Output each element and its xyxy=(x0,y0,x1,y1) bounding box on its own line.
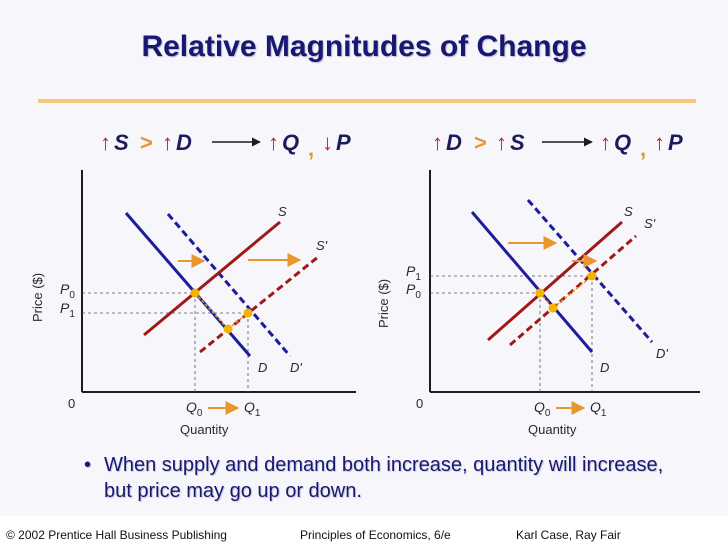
bullet-symbol: • xyxy=(84,454,92,476)
right-y-axis-label: Price ($) xyxy=(376,279,391,328)
left-up-arrow-3: ↑ xyxy=(268,130,279,155)
left-header-gt: > xyxy=(140,130,153,155)
left-equilibrium-path xyxy=(194,292,229,330)
right-demand-label: D xyxy=(600,360,609,375)
right-header-comma: , xyxy=(640,136,646,161)
right-supply-curve xyxy=(487,220,623,342)
slide-title: Relative Magnitudes of Change xyxy=(141,30,587,63)
left-up-arrow-1: ↑ xyxy=(100,130,111,155)
left-demand-shifted-curve xyxy=(166,213,292,357)
left-header-var-1: S xyxy=(114,130,129,155)
left-quantity-label-2: Q1 xyxy=(244,399,261,419)
left-initial-equilibrium-point xyxy=(190,288,200,298)
right-demand-shifted-curve xyxy=(526,199,654,343)
right-header-var-4: P xyxy=(668,130,683,155)
title-underline xyxy=(38,99,696,103)
right-header-formula: ↑ D > ↑ S ↑ Q , ↑ P xyxy=(432,130,683,161)
footer-book-title: Principles of Economics, 6/e xyxy=(300,528,451,542)
left-price-label-lower: P1 xyxy=(60,300,75,320)
right-equilibrium-path-2 xyxy=(552,275,593,309)
left-demand-label: D xyxy=(258,360,267,375)
left-price-label-upper: P0 xyxy=(60,281,75,301)
bullet-text: When supply and demand both increase, qu… xyxy=(104,454,664,502)
left-header-var-4: P xyxy=(336,130,351,155)
right-panel: ↑ D > ↑ S ↑ Q , ↑ P Price ($) 0 Quantity xyxy=(376,130,700,437)
left-origin-label: 0 xyxy=(68,396,75,411)
left-header-var-3: Q xyxy=(282,130,299,155)
right-header-gt: > xyxy=(474,130,487,155)
left-supply-curve xyxy=(143,220,281,337)
right-header-var-3: Q xyxy=(614,130,631,155)
left-down-arrow-4: ↓ xyxy=(322,130,333,155)
left-intermediate-point xyxy=(223,324,233,334)
right-up-arrow-3: ↑ xyxy=(600,130,611,155)
right-supply-label: S xyxy=(624,204,633,219)
left-y-axis-label: Price ($) xyxy=(30,273,45,322)
footer-publisher: © 2002 Prentice Hall Business Publishing xyxy=(6,528,227,542)
left-demand-shifted-label: D' xyxy=(290,360,302,375)
footer: © 2002 Prentice Hall Business Publishing… xyxy=(0,516,728,546)
footer-authors: Karl Case, Ray Fair xyxy=(516,528,621,542)
right-origin-label: 0 xyxy=(416,396,423,411)
right-quantity-label-1: Q0 xyxy=(534,399,551,419)
right-x-axis-label: Quantity xyxy=(528,422,577,437)
left-quantity-label-1: Q0 xyxy=(186,399,203,419)
left-supply-shifted-curve xyxy=(199,255,319,354)
right-quantity-label-2: Q1 xyxy=(590,399,607,419)
left-new-equilibrium-point xyxy=(243,308,253,318)
right-price-label-upper: P1 xyxy=(406,263,421,283)
right-demand-shifted-label: D' xyxy=(656,346,668,361)
left-up-arrow-2: ↑ xyxy=(162,130,173,155)
right-supply-shifted-label: S' xyxy=(644,216,656,231)
left-header-formula: ↑ S > ↑ D ↑ Q , ↓ P xyxy=(100,130,351,161)
right-intermediate-point xyxy=(548,303,558,313)
right-demand-curve xyxy=(470,211,594,353)
left-x-axis-label: Quantity xyxy=(180,422,229,437)
left-panel: ↑ S > ↑ D ↑ Q , ↓ P Price ($) 0 Quantity xyxy=(30,130,356,437)
right-initial-equilibrium-point xyxy=(535,288,545,298)
right-supply-shifted-curve xyxy=(509,234,637,347)
right-price-label-lower: P0 xyxy=(406,281,421,301)
left-supply-shifted-label: S' xyxy=(316,238,328,253)
diagram-canvas: ↑ S > ↑ D ↑ Q , ↓ P Price ($) 0 Quantity xyxy=(30,130,700,437)
right-up-arrow-2: ↑ xyxy=(496,130,507,155)
right-new-equilibrium-point xyxy=(587,271,597,281)
left-header-var-2: D xyxy=(176,130,192,155)
right-up-arrow-1: ↑ xyxy=(432,130,443,155)
right-up-arrow-4: ↑ xyxy=(654,130,665,155)
left-header-comma: , xyxy=(308,136,314,161)
right-header-var-2: S xyxy=(510,130,525,155)
left-supply-label: S xyxy=(278,204,287,219)
right-header-var-1: D xyxy=(446,130,462,155)
